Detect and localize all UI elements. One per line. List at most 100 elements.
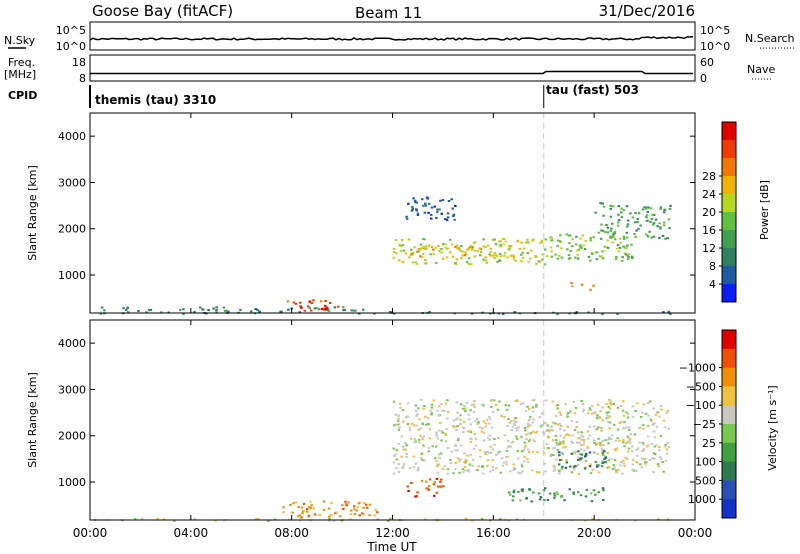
heatmap-cell: [506, 256, 509, 259]
heatmap-cell: [449, 251, 452, 254]
heatmap-cell: [410, 253, 414, 256]
heatmap-cell: [395, 458, 399, 461]
heatmap-cell: [444, 246, 447, 249]
heatmap-cell: [341, 504, 344, 507]
heatmap-cell: [594, 493, 597, 496]
heatmap-cell: [480, 430, 483, 433]
heatmap-cell: [298, 514, 301, 517]
heatmap-cell: [622, 235, 626, 238]
heatmap-cell: [496, 260, 499, 263]
heatmap-cell: [489, 445, 492, 448]
heatmap-cell: [616, 312, 619, 315]
heatmap-cell: [398, 426, 401, 429]
colorbar-swatch: [722, 176, 736, 195]
heatmap-cell: [464, 517, 468, 520]
heatmap-cell: [550, 453, 553, 456]
heatmap-cell: [623, 421, 626, 423]
heatmap-cell: [630, 450, 634, 453]
heatmap-cell: [394, 239, 398, 241]
y-tick-label: 1000: [58, 476, 86, 489]
heatmap-cell: [659, 226, 662, 229]
heatmap-cell: [313, 307, 317, 310]
heatmap-cell: [626, 441, 629, 444]
heatmap-cell: [577, 450, 580, 453]
heatmap-cell: [576, 249, 579, 252]
heatmap-cell: [651, 223, 655, 226]
heatmap-cell: [569, 250, 572, 252]
heatmap-cell: [661, 461, 664, 463]
heatmap-cell: [529, 432, 533, 435]
heatmap-cell: [478, 426, 482, 429]
heatmap-cell: [643, 461, 647, 464]
heatmap-cell: [535, 470, 539, 473]
heatmap-cell: [531, 430, 535, 433]
heatmap-cell: [626, 254, 629, 257]
heatmap-cell: [368, 514, 371, 517]
heatmap-cell: [602, 205, 606, 208]
heatmap-cell: [504, 240, 508, 243]
heatmap-cell: [442, 257, 445, 260]
heatmap-cell: [564, 434, 568, 437]
heatmap-cell: [668, 207, 672, 210]
freq-panel: Freq. [MHz] 18 8 60 0 Nave: [4, 54, 775, 85]
heatmap-cell: [405, 453, 408, 455]
heatmap-cell: [418, 441, 421, 444]
heatmap-cell: [587, 255, 591, 258]
heatmap-cell: [297, 506, 300, 508]
heatmap-cell: [518, 247, 522, 250]
heatmap-cell: [666, 409, 670, 412]
heatmap-cell: [428, 478, 432, 481]
heatmap-cell: [492, 410, 495, 413]
heatmap-cell: [532, 439, 536, 442]
heatmap-cell: [512, 469, 515, 472]
heatmap-cell: [650, 443, 654, 446]
heatmap-cell: [492, 254, 495, 257]
heatmap-cell: [456, 417, 459, 420]
heatmap-cell: [617, 219, 621, 222]
heatmap-cell: [595, 417, 599, 420]
heatmap-cell: [574, 243, 578, 246]
heatmap-cell: [313, 513, 317, 516]
heatmap-cell: [575, 426, 579, 429]
heatmap-cell: [336, 305, 340, 308]
heatmap-cell: [622, 414, 626, 417]
heatmap-cell: [481, 403, 485, 406]
heatmap-cell: [397, 414, 400, 417]
heatmap-cell: [618, 422, 621, 425]
cpid-strip: CPID themis (tau) 3310 tau (fast) 503: [8, 83, 639, 108]
heatmap-cell: [636, 454, 639, 457]
heatmap-cell: [526, 422, 530, 425]
heatmap-cell: [508, 421, 512, 424]
heatmap-cell: [610, 227, 613, 230]
heatmap-cell: [602, 499, 605, 501]
heatmap-cell: [615, 247, 619, 250]
heatmap-cell: [524, 433, 528, 436]
heatmap-cell: [622, 439, 625, 442]
heatmap-cell: [424, 415, 427, 418]
heatmap-cell: [648, 230, 651, 233]
colorbar-swatch: [722, 461, 736, 481]
heatmap-cell: [414, 200, 417, 203]
heatmap-cell: [589, 409, 593, 411]
heatmap-cell: [593, 439, 596, 442]
heatmap-cell: [300, 306, 303, 309]
heatmap-cell: [536, 451, 539, 454]
heatmap-cell: [561, 452, 564, 455]
heatmap-cell: [603, 458, 606, 461]
heatmap-cell: [149, 309, 153, 311]
heatmap-cell: [478, 247, 481, 250]
heatmap-cell: [605, 224, 608, 226]
colorbar-tick-label: 4: [709, 278, 716, 291]
heatmap-cell: [545, 443, 549, 446]
heatmap-cell: [474, 444, 478, 447]
heatmap-cell: [638, 426, 642, 429]
heatmap-cell: [544, 422, 547, 425]
heatmap-cell: [99, 312, 103, 315]
heatmap-cell: [423, 211, 427, 214]
heatmap-cell: [430, 206, 434, 209]
heatmap-cell: [627, 429, 631, 432]
heatmap-cell: [611, 235, 615, 238]
heatmap-cell: [450, 450, 454, 453]
heatmap-cell: [467, 247, 470, 250]
heatmap-cell: [489, 452, 493, 454]
